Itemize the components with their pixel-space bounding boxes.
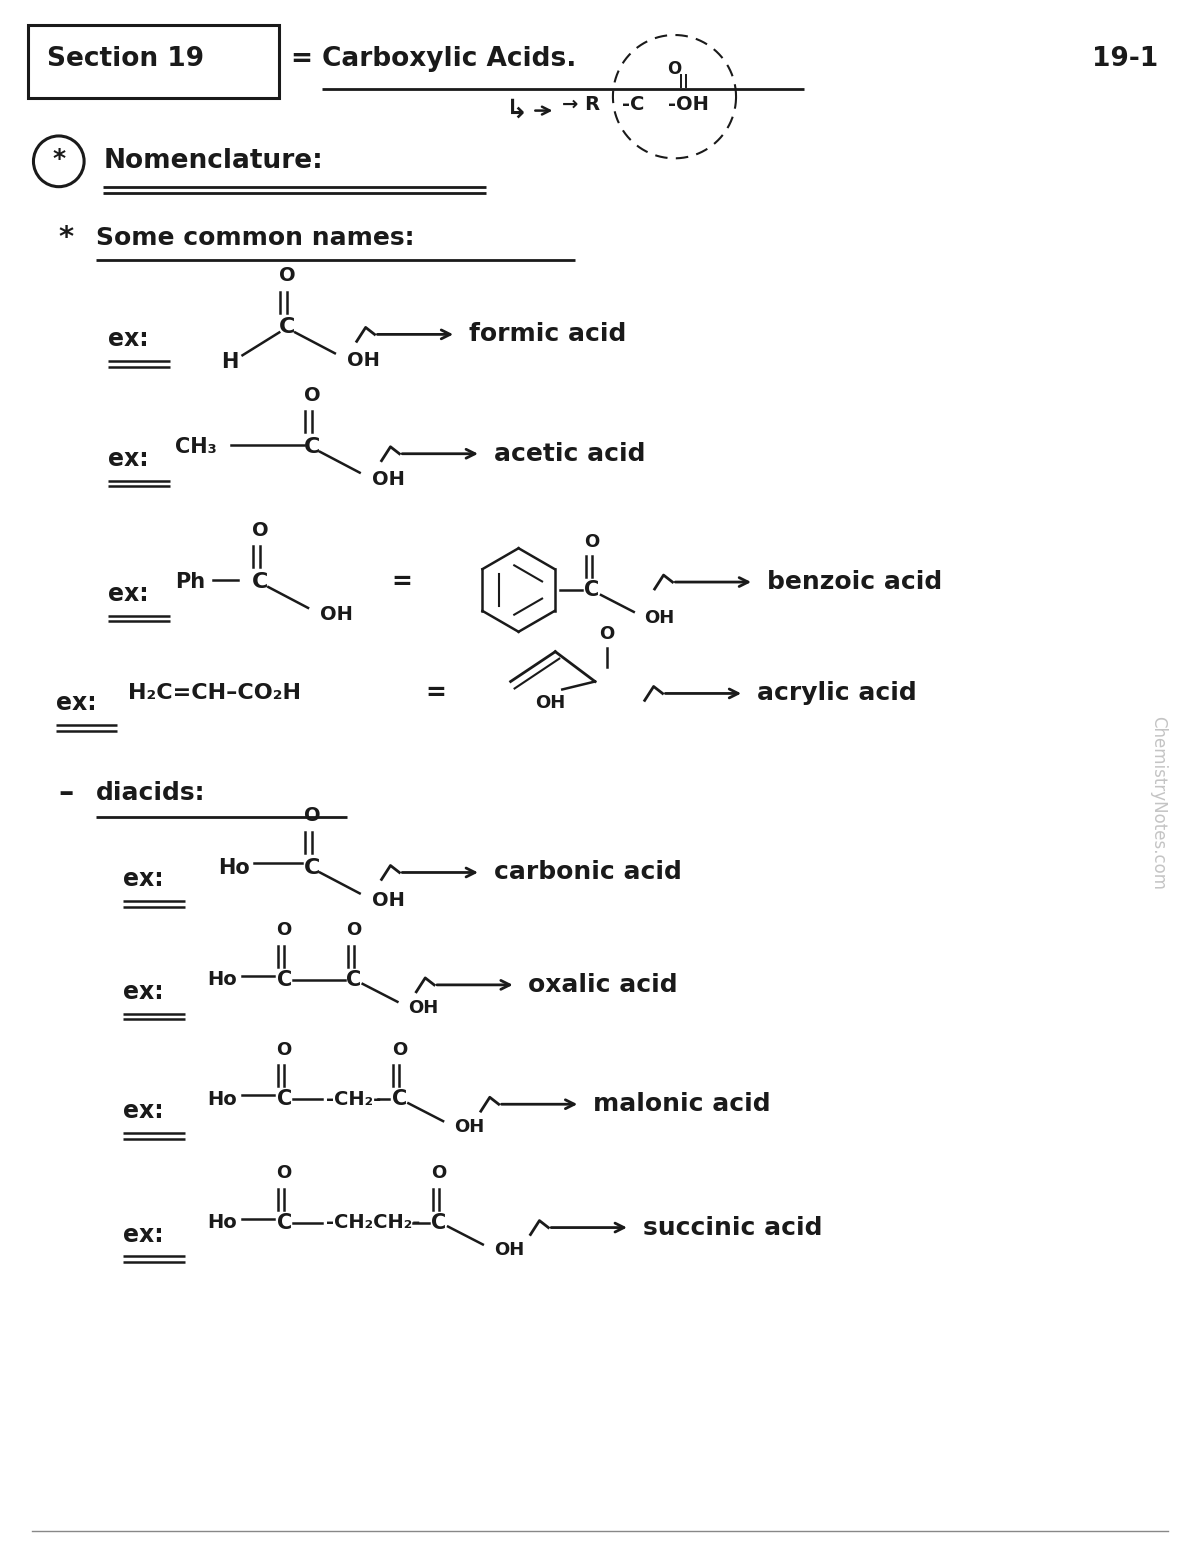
Text: oxalic acid: oxalic acid — [528, 972, 678, 997]
Text: OH: OH — [493, 1241, 524, 1259]
Text: C: C — [252, 572, 269, 592]
Text: acetic acid: acetic acid — [493, 441, 646, 466]
Text: O: O — [304, 385, 320, 405]
Text: ex:: ex: — [124, 1222, 164, 1247]
Text: O: O — [278, 266, 295, 286]
Text: C: C — [276, 971, 292, 989]
Text: ex:: ex: — [56, 691, 96, 716]
Text: acrylic acid: acrylic acid — [757, 682, 917, 705]
Text: *: * — [53, 148, 65, 171]
Text: OH: OH — [347, 351, 379, 370]
Text: benzoic acid: benzoic acid — [767, 570, 942, 595]
Text: ex:: ex: — [108, 447, 149, 471]
Text: Some common names:: Some common names: — [96, 225, 414, 250]
Text: Ho: Ho — [208, 971, 238, 989]
Text: 19-1: 19-1 — [1092, 47, 1158, 71]
Text: O: O — [252, 520, 269, 540]
Text: → R: → R — [563, 95, 600, 113]
Text: C: C — [391, 1089, 407, 1109]
Text: C: C — [346, 971, 361, 989]
Text: O: O — [276, 1163, 292, 1182]
Text: OH: OH — [454, 1118, 485, 1137]
Text: O: O — [304, 806, 320, 825]
Text: -C: -C — [622, 95, 644, 113]
Text: H: H — [221, 353, 239, 373]
Text: =: = — [426, 682, 446, 705]
Text: ex:: ex: — [124, 868, 164, 891]
Text: OH: OH — [643, 609, 674, 627]
Text: O: O — [391, 1041, 407, 1059]
Text: succinic acid: succinic acid — [643, 1216, 822, 1239]
FancyBboxPatch shape — [28, 25, 280, 98]
Text: -CH₂CH₂-: -CH₂CH₂- — [326, 1213, 420, 1232]
Text: O: O — [276, 921, 292, 940]
Text: formic acid: formic acid — [469, 323, 626, 346]
Text: OH: OH — [408, 999, 438, 1017]
Text: OH: OH — [320, 606, 353, 624]
Text: =: = — [391, 570, 412, 595]
Text: carbonic acid: carbonic acid — [493, 860, 682, 885]
Text: ChemistryNotes.com: ChemistryNotes.com — [1150, 716, 1168, 890]
Text: *: * — [59, 224, 74, 252]
Text: O: O — [276, 1041, 292, 1059]
Text: OH: OH — [535, 694, 565, 713]
Text: O: O — [667, 61, 682, 78]
Text: Ph: Ph — [175, 572, 205, 592]
Text: C: C — [432, 1213, 446, 1233]
Text: C: C — [278, 317, 295, 337]
Text: ex:: ex: — [108, 328, 149, 351]
Text: H₂C=CH–CO₂H: H₂C=CH–CO₂H — [128, 683, 301, 704]
Text: Nomenclature:: Nomenclature: — [103, 149, 323, 174]
Text: C: C — [304, 857, 320, 877]
Text: =: = — [290, 47, 312, 71]
Text: -OH: -OH — [667, 95, 708, 113]
Text: ↳: ↳ — [505, 98, 528, 124]
Text: diacids:: diacids: — [96, 781, 205, 804]
Text: ex:: ex: — [124, 1100, 164, 1123]
Text: O: O — [599, 624, 614, 643]
Text: C: C — [304, 436, 320, 457]
Text: -CH₂-: -CH₂- — [326, 1090, 382, 1109]
Text: O: O — [584, 533, 600, 551]
Text: Carboxylic Acids.: Carboxylic Acids. — [322, 47, 576, 71]
Text: C: C — [584, 579, 600, 599]
Text: C: C — [276, 1213, 292, 1233]
Text: O: O — [432, 1163, 446, 1182]
Text: CH₃: CH₃ — [175, 436, 217, 457]
Text: malonic acid: malonic acid — [593, 1092, 770, 1117]
Text: C: C — [276, 1089, 292, 1109]
Text: OH: OH — [372, 891, 404, 910]
Text: O: O — [346, 921, 361, 940]
Text: Ho: Ho — [208, 1213, 238, 1232]
Text: Ho: Ho — [217, 857, 250, 877]
Text: Ho: Ho — [208, 1090, 238, 1109]
Text: Section 19: Section 19 — [47, 47, 204, 71]
Text: ex:: ex: — [124, 980, 164, 1003]
Text: –: – — [59, 778, 74, 808]
Text: OH: OH — [372, 471, 404, 489]
Text: ex:: ex: — [108, 582, 149, 606]
